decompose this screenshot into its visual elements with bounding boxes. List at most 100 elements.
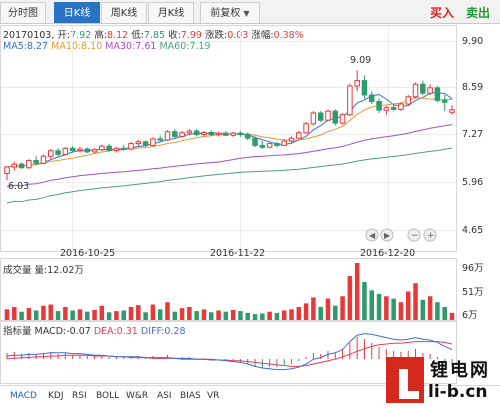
candle-59 (434, 86, 441, 103)
volume-tick-2: 6万 (462, 310, 478, 321)
volume-tick-1: 51万 (462, 287, 484, 298)
candle-40 (296, 131, 302, 139)
candle-body-3 (26, 160, 32, 169)
candle-15 (113, 147, 120, 153)
sell-button[interactable]: 卖出 (466, 6, 491, 20)
info-date: 20170103 (3, 30, 52, 41)
volume-bar-56 (413, 283, 418, 320)
scroll-left-button[interactable]: ◀ (365, 228, 379, 242)
candle-17 (128, 141, 134, 151)
diff-line (6, 333, 453, 371)
volume-bar-60 (442, 306, 447, 320)
price-grid (1, 26, 456, 251)
volume-bar-41 (303, 303, 309, 320)
volume-bar-8 (63, 306, 68, 320)
candle-body-9 (69, 147, 76, 151)
indicator-tab-boll[interactable]: BOLL (96, 391, 120, 401)
volume-bar-15 (114, 311, 119, 320)
volume-bar-9 (70, 310, 75, 320)
tab-daily-k[interactable]: 日K线 (54, 2, 100, 23)
volume-bar-44 (325, 298, 331, 320)
indicator-tab-wr[interactable]: W&R (126, 391, 149, 401)
candle-6 (48, 149, 54, 160)
candle-body-11 (84, 148, 91, 153)
candle-51 (376, 98, 382, 113)
volume-bar-0 (4, 309, 10, 320)
candle-body-4 (33, 160, 39, 164)
candle-53 (390, 104, 397, 112)
candle-12 (91, 148, 98, 154)
volume-bar-24 (179, 308, 185, 320)
candle-27 (201, 131, 207, 137)
ma5-line (6, 91, 453, 168)
candle-23 (172, 129, 178, 139)
candle-60 (441, 95, 448, 112)
volume-bar-22 (165, 302, 170, 320)
candle-52 (383, 105, 390, 115)
candle-36 (266, 142, 273, 149)
price-panel-frame (0, 25, 457, 252)
adjustment-dropdown[interactable]: 前复权 ▼ (200, 2, 260, 23)
candle-body-7 (55, 150, 61, 155)
candle-22 (164, 130, 171, 142)
ma60-line (6, 147, 453, 204)
low-annotation: 6.03 (8, 181, 29, 192)
candle-37 (274, 141, 280, 148)
scroll-right-button[interactable]: ▶ (380, 228, 394, 242)
watermark-cn-text: 锂电网 (430, 360, 490, 381)
candle-5 (40, 154, 47, 165)
volume-bar-18 (136, 305, 141, 320)
candle-44 (325, 109, 331, 121)
candle-26 (193, 128, 200, 137)
volume-bar-50 (369, 290, 375, 320)
ma10-value: MA10:8.10 (51, 41, 103, 52)
candle-31 (230, 131, 236, 137)
candle-body-55 (405, 96, 411, 105)
candle-body-53 (390, 107, 397, 110)
candle-55 (405, 95, 411, 106)
volume-bar-49 (362, 282, 367, 320)
buy-button[interactable]: 买入 (430, 6, 455, 20)
candle-body-0 (4, 166, 10, 174)
indicator-tab-vr[interactable]: VR (207, 391, 220, 401)
candle-body-30 (223, 132, 229, 136)
info-close-label: 收: (168, 30, 181, 41)
volume-bar-53 (391, 298, 396, 320)
candle-body-34 (252, 137, 258, 146)
candle-body-21 (157, 138, 163, 141)
candle-29 (215, 131, 222, 137)
candle-19 (142, 140, 149, 148)
candle-9 (69, 146, 76, 153)
volume-bar-59 (435, 302, 440, 320)
candle-body-17 (128, 143, 134, 150)
candle-body-43 (317, 112, 324, 121)
volume-bar-27 (201, 309, 207, 320)
candle-body-40 (296, 132, 302, 139)
indicator-tab-bias[interactable]: BIAS (180, 391, 201, 401)
tab-intraday[interactable]: 分时图 (0, 2, 46, 23)
dea-value: DEA:0.31 (93, 326, 138, 337)
candle-34 (252, 136, 258, 148)
tab-monthly-k[interactable]: 月K线 (148, 2, 194, 23)
svg-text:▶: ▶ (384, 231, 391, 240)
candle-58 (427, 84, 433, 95)
volume-bar-47 (347, 276, 353, 320)
candle-body-15 (113, 147, 120, 151)
tab-intraday-label: 分时图 (8, 8, 38, 19)
indicator-tab-kdj[interactable]: KDJ (48, 391, 64, 401)
candle-body-22 (164, 131, 171, 141)
volume-bar-36 (267, 311, 272, 320)
chevron-down-icon: ▼ (243, 9, 250, 18)
volume-bars (4, 263, 455, 320)
candle-50 (368, 91, 375, 104)
zoom-out-button[interactable]: − (407, 228, 421, 242)
indicator-tab-rsi[interactable]: RSI (72, 391, 87, 401)
volume-legend: 成交量 量:12.02万 (3, 262, 84, 276)
indicator-tab-asi[interactable]: ASI (157, 391, 172, 401)
zoom-in-button[interactable]: + (423, 228, 437, 242)
price-tick-0: 9.90 (462, 36, 483, 47)
indicator-tab-macd[interactable]: MACD (10, 391, 37, 401)
candle-46 (339, 113, 346, 125)
tab-weekly-k[interactable]: 周K线 (101, 2, 147, 23)
